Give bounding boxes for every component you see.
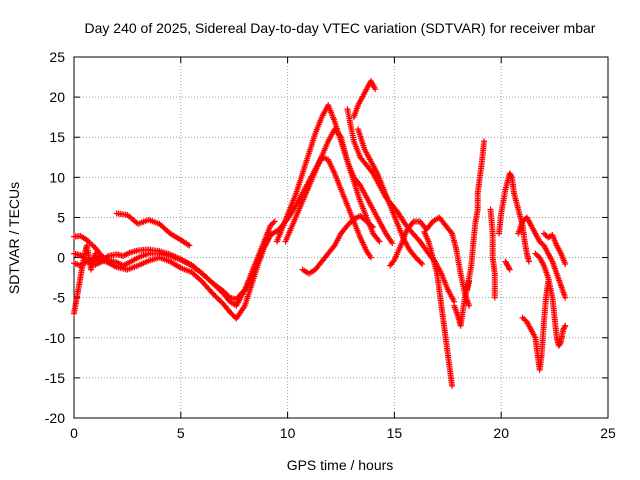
series-arc-k	[299, 212, 377, 277]
data-point	[372, 86, 379, 93]
series-arc-f	[273, 102, 396, 247]
data-point	[375, 237, 382, 244]
series-arc-j	[355, 126, 426, 267]
data-point	[557, 340, 564, 347]
data-point	[448, 229, 455, 236]
grid	[74, 57, 608, 418]
data-point	[96, 252, 103, 259]
x-tick-label: 10	[280, 425, 296, 441]
data-point	[211, 291, 218, 298]
data-point	[376, 238, 383, 245]
x-axis-label: GPS time / hours	[287, 457, 394, 473]
data-point	[562, 322, 569, 329]
data-point	[186, 242, 193, 249]
data-point	[370, 224, 377, 231]
data-point	[562, 260, 569, 267]
y-tick-label: 5	[57, 209, 65, 225]
y-tick-label: -10	[45, 330, 65, 346]
y-tick-label: -5	[53, 290, 66, 306]
x-tick-label: 20	[493, 425, 509, 441]
y-tick-label: 10	[49, 169, 65, 185]
data-point	[417, 259, 424, 266]
data-point	[389, 240, 396, 247]
series-arc-n	[451, 278, 473, 329]
data-point	[508, 172, 515, 179]
data-point	[356, 181, 363, 188]
data-point	[525, 258, 532, 265]
y-tick-label: -15	[45, 370, 65, 386]
data-point	[212, 293, 219, 300]
data-point	[330, 243, 337, 250]
data-point	[215, 295, 222, 302]
x-tick-label: 0	[70, 425, 78, 441]
y-tick-label: 25	[49, 49, 65, 65]
data-point	[506, 266, 513, 273]
series-arc-g	[282, 126, 383, 245]
series-arc-d	[71, 242, 103, 317]
data-point	[213, 284, 220, 291]
data-point	[216, 286, 223, 293]
series-arc-v	[540, 230, 569, 267]
y-tick-label: -20	[45, 410, 65, 426]
series-arc-s	[515, 214, 569, 301]
data-point	[217, 288, 224, 295]
data-point	[449, 382, 456, 389]
y-tick-label: 20	[49, 89, 65, 105]
data-point	[211, 281, 218, 288]
data-point	[368, 222, 375, 229]
x-tick-label: 25	[600, 425, 616, 441]
data-point	[506, 265, 513, 272]
series-arc-p	[487, 206, 498, 301]
data-points	[71, 78, 569, 389]
series-arc-m	[421, 228, 456, 389]
data-point	[367, 254, 374, 261]
y-axis-label: SDTVAR / TECUs	[6, 182, 22, 294]
data-point	[209, 280, 216, 287]
series-arc-o	[464, 138, 488, 293]
data-point	[481, 138, 488, 145]
data-point	[491, 294, 498, 301]
y-tick-label: 0	[57, 250, 65, 266]
x-tick-label: 15	[387, 425, 403, 441]
data-point	[217, 298, 224, 305]
series-arc-l	[387, 214, 473, 309]
series-arc-e	[113, 210, 193, 249]
data-point	[466, 302, 473, 309]
data-point	[336, 132, 343, 139]
data-point	[216, 297, 223, 304]
data-point	[419, 260, 426, 267]
data-point	[213, 294, 220, 301]
data-point	[561, 324, 568, 331]
data-point	[212, 282, 219, 289]
axis-ticks: 0 5 10 15 20 25 -20 -15 -10 -5 0 5 10 15 20 25	[45, 49, 616, 441]
x-tick-label: 5	[177, 425, 185, 441]
data-point	[271, 218, 278, 225]
data-point	[209, 290, 216, 297]
y-tick-label: 15	[49, 129, 65, 145]
series-arc-r	[502, 258, 513, 273]
data-point	[215, 285, 222, 292]
series-arc-u	[532, 250, 569, 349]
data-point	[562, 294, 569, 301]
series-arc-i	[350, 78, 379, 121]
series-arc-t	[519, 278, 552, 373]
data-point	[409, 219, 416, 226]
chart-title: Day 240 of 2025, Sidereal Day-to-day VTE…	[85, 20, 596, 36]
